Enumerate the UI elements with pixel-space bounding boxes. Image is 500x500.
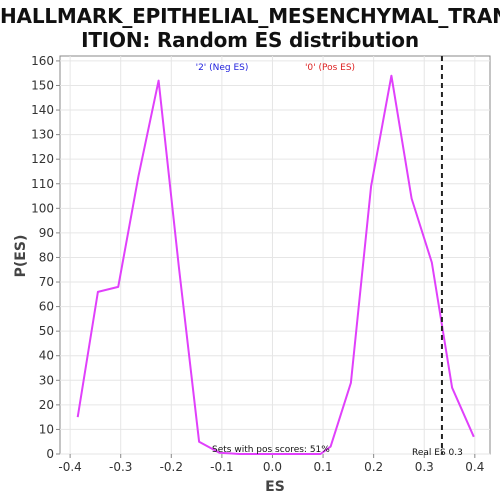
- y-tick-label: 160: [31, 54, 54, 68]
- chart-title-line-2: ITION: Random ES distribution: [81, 28, 419, 52]
- y-axis-title: P(ES): [13, 235, 29, 278]
- series-line: [76, 74, 475, 455]
- pos-scores-text: Sets with pos scores: 51%: [212, 445, 330, 455]
- grid-lines: [60, 56, 490, 455]
- x-tick-label: 0.3: [415, 460, 434, 474]
- y-tick-label: 10: [39, 422, 54, 436]
- chart-title-line-1: HALLMARK_EPITHELIAL_MESENCHYMAL_TRANS: [0, 4, 500, 28]
- y-tick-label: 20: [39, 398, 54, 412]
- pos-es-label: '0' (Pos ES): [305, 63, 355, 73]
- x-tick-label: -0.4: [58, 460, 81, 474]
- annotations: '2' (Neg ES) '0' (Pos ES) Sets with pos …: [196, 63, 463, 458]
- series-group: [76, 56, 475, 455]
- y-tick-label: 90: [39, 226, 54, 240]
- x-tick-label: -0.2: [160, 460, 183, 474]
- real-es-text: Real ES 0.3: [412, 448, 463, 458]
- y-tick-label: 50: [39, 324, 54, 338]
- x-tick-label: 0.2: [364, 460, 383, 474]
- y-tick-label: 120: [31, 152, 54, 166]
- x-axis-title: ES: [265, 479, 285, 495]
- x-tick-label: -0.3: [109, 460, 132, 474]
- x-tick-label: 0.0: [263, 460, 282, 474]
- y-tick-label: 60: [39, 300, 54, 314]
- y-tick-label: 40: [39, 349, 54, 363]
- y-tick-label: 80: [39, 250, 54, 264]
- x-tick-label: -0.1: [210, 460, 233, 474]
- y-tick-label: 110: [31, 177, 54, 191]
- y-tick-label: 140: [31, 103, 54, 117]
- neg-es-label: '2' (Neg ES): [196, 63, 249, 73]
- y-tick-label: 130: [31, 128, 54, 142]
- y-tick-label: 30: [39, 373, 54, 387]
- y-tick-label: 70: [39, 275, 54, 289]
- x-tick-label: 0.4: [465, 460, 484, 474]
- x-tick-label: 0.1: [314, 460, 333, 474]
- plot-area: [59, 55, 491, 455]
- y-tick-label: 100: [31, 201, 54, 215]
- y-tick-label: 0: [46, 447, 54, 461]
- y-tick-label: 150: [31, 78, 54, 92]
- axis-ticks: 0 10 20 30 40 50 60 70 80 90 100 110 120 130 140 150 160…: [31, 54, 484, 474]
